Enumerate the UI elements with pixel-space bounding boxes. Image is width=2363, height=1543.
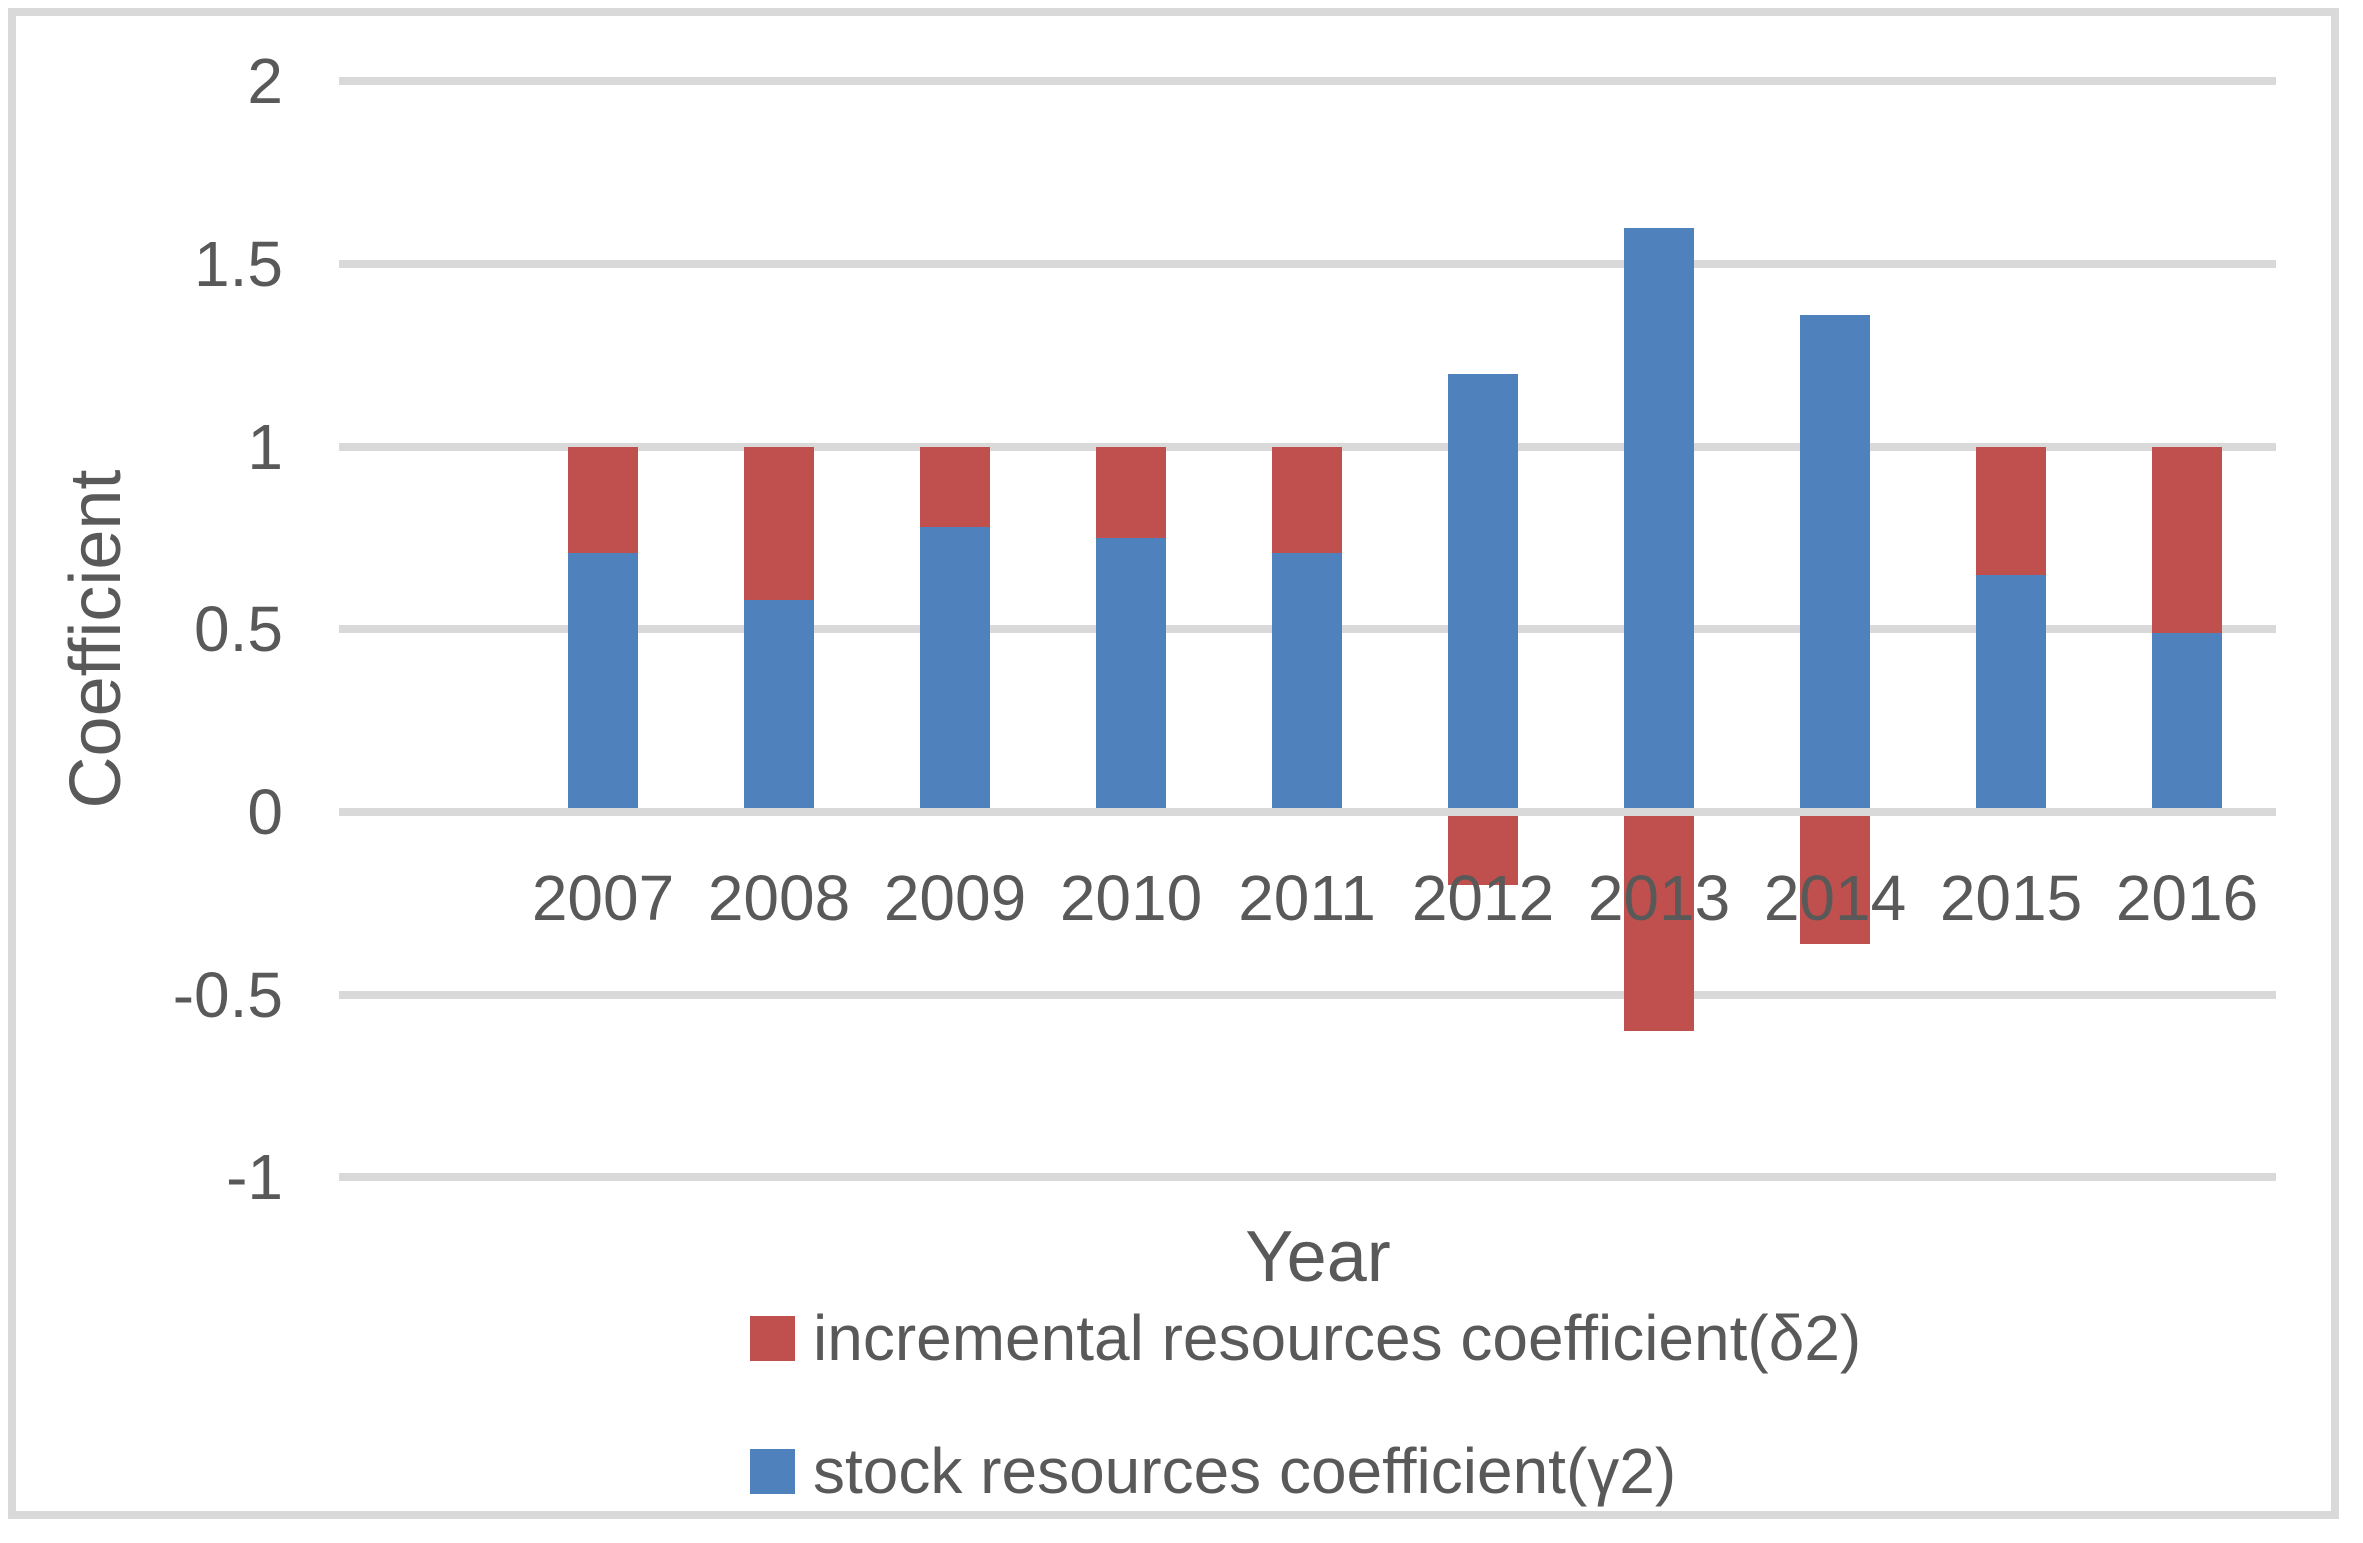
bar-segment-2015 [1976, 446, 2046, 575]
bar-segment-2014 [1800, 315, 1870, 808]
bar-segment-2008 [744, 600, 814, 808]
legend-swatch-blue [750, 1448, 795, 1494]
bar-segment-2012 [1448, 373, 1518, 808]
bar-segment-2008 [744, 446, 814, 601]
x-tick-label: 2013 [1587, 862, 1731, 934]
y-tick-label: 1 [247, 410, 283, 483]
bar-segment-2015 [1976, 574, 2046, 808]
gridline [339, 808, 2276, 816]
x-tick-label: 2011 [1238, 862, 1376, 934]
x-tick-label: 2014 [1763, 862, 1907, 934]
x-tick-label: 2015 [1939, 862, 2083, 934]
y-tick-label: 1.5 [194, 228, 283, 301]
bar-segment-2016 [2152, 446, 2222, 633]
bar-segment-2007 [568, 552, 638, 808]
x-tick-label: 2012 [1411, 862, 1555, 934]
legend-item-stock: stock resources coefficient(γ2) [750, 1435, 1677, 1507]
legend-label: stock resources coefficient(γ2) [813, 1435, 1677, 1507]
bar-segment-2011 [1272, 552, 1342, 808]
gridline [339, 990, 2276, 999]
bar-segment-2013 [1624, 227, 1694, 808]
gridline [339, 77, 2276, 86]
chart-frame: Coefficient 2 1.5 1 0.5 0 -0.5 -1 2007 2008 2009 2… [8, 8, 2339, 1519]
bar-segment-2007 [568, 446, 638, 553]
y-tick-label: 0 [247, 776, 283, 848]
bar-segment-2011 [1272, 446, 1342, 553]
x-tick-label: 2007 [531, 862, 675, 934]
x-tick-label: 2016 [2115, 862, 2259, 934]
gridline [339, 1173, 2276, 1182]
gridline [339, 260, 2276, 269]
x-axis-title: Year [1245, 1217, 1391, 1297]
legend-swatch-red [750, 1315, 795, 1361]
y-tick-label: -1 [226, 1141, 283, 1214]
legend-label: incremental resources coefficient(δ2) [813, 1302, 1862, 1374]
bar-segment-2010 [1096, 538, 1166, 808]
bar-segment-2009 [920, 527, 990, 808]
legend-item-incremental: incremental resources coefficient(δ2) [750, 1302, 1862, 1374]
bar-segment-2016 [2152, 633, 2222, 808]
y-tick-label: 0.5 [194, 593, 283, 666]
bar-segment-2013 [1624, 816, 1694, 1032]
x-tick-label: 2009 [883, 862, 1027, 934]
x-tick-label: 2010 [1059, 862, 1203, 934]
y-tick-label: 2 [247, 45, 283, 118]
x-tick-label: 2008 [707, 862, 851, 934]
y-tick-label: -0.5 [172, 958, 283, 1031]
bar-segment-2014 [1800, 816, 1870, 944]
bar-segment-2012 [1448, 816, 1518, 886]
bar-segment-2009 [920, 446, 990, 528]
bar-segment-2010 [1096, 446, 1166, 538]
